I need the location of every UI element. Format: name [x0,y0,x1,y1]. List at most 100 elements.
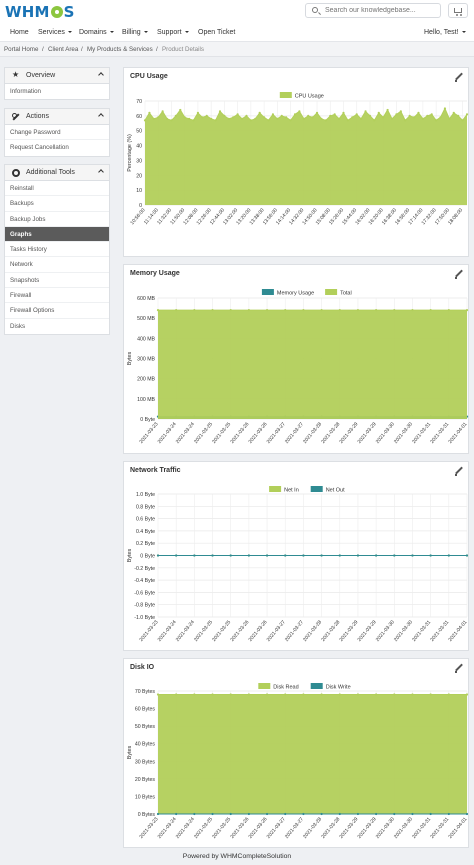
chevron-up-icon[interactable] [98,113,104,119]
data-point [218,110,222,113]
y-tick-label: 50 Bytes [135,724,156,730]
data-point [265,693,269,696]
data-point [165,117,169,120]
data-point [393,554,396,557]
data-point [375,309,378,312]
crumb-products[interactable]: My Products & Services [87,46,153,53]
memory-usage-chart: Memory Usage Total 0 Byte 100 MB 200 MB 300 M… [127,289,469,445]
sidebar-item-reinstall[interactable]: Reinstall [5,181,109,197]
data-point [429,554,432,557]
data-point [356,693,360,696]
legend-label: Net Out [326,488,345,494]
data-point [320,812,323,816]
data-point [170,119,173,122]
data-point [355,113,358,116]
data-point [411,812,414,816]
sidebar-item-snapshots[interactable]: Snapshots [5,273,109,289]
data-point [262,116,266,119]
crumb-client-area[interactable]: Client Area [48,46,79,53]
data-point [302,554,305,557]
legend-label: CPU Usage [295,94,324,100]
edit-icon[interactable] [455,73,464,82]
data-point [408,114,411,117]
y-tick-label: -0.8 Byte [134,603,155,609]
data-point [395,113,398,116]
data-point [247,554,250,557]
cogs-icon [12,169,20,177]
y-tick-label: -0.2 Byte [134,566,155,572]
data-point [382,116,385,119]
data-point [143,119,147,122]
sidebar-item-backups[interactable]: Backups [5,196,109,212]
overview-header[interactable]: ★ Overview [5,68,109,84]
data-point [324,119,327,122]
data-point [193,309,196,312]
nav-user-menu[interactable]: Hello, Test! [424,29,466,36]
data-point [429,693,432,696]
sidebar-item-graphs[interactable]: Graphs [5,226,109,243]
sidebar-item-firewall-options[interactable]: Firewall Options [5,303,109,319]
data-point [429,812,432,816]
cpu-usage-card: CPU Usage CPU Usage 0 10 20 30 40 50 60 70 Percen… [123,67,469,257]
network-traffic-card: Network Traffic Net In Net Out -1.0 Byte -0… [123,461,469,651]
knowledgebase-search[interactable] [305,3,441,18]
legend-label: Net In [284,488,299,494]
sidebar-item-information[interactable]: Information [10,88,41,95]
chevron-up-icon[interactable] [98,169,104,175]
data-point [333,113,336,116]
y-tick-label: 60 Bytes [135,707,156,713]
chevron-up-icon[interactable] [98,72,104,78]
data-point [247,309,250,312]
sidebar-item-request-cancellation[interactable]: Request Cancellation [10,144,69,152]
data-point [289,119,292,122]
search-icon [312,7,318,13]
crumb-portal-home[interactable]: Portal Home [4,46,39,53]
series-area-cpu-usage [145,108,467,205]
data-point [249,119,252,122]
data-point [179,108,182,112]
y-tick-label: 10 Bytes [135,794,156,800]
cart-button[interactable] [448,3,468,18]
nav-domains[interactable]: Domains [79,29,114,36]
y-tick-label: 30 Bytes [135,759,156,765]
data-point [375,693,378,696]
edit-icon[interactable] [455,664,464,673]
sidebar-item-firewall[interactable]: Firewall [5,288,109,304]
nav-open-ticket[interactable]: Open Ticket [198,29,236,36]
y-tick-label: 0 Bytes [138,812,156,818]
star-icon: ★ [12,70,20,79]
cpu-usage-title: CPU Usage [130,73,168,80]
data-point [338,309,341,312]
x-tick-label: 2021-04-01 [447,619,468,643]
tools-title: Additional Tools [26,169,75,176]
data-point [174,114,177,117]
chevron-down-icon [143,31,148,34]
nav-services[interactable]: Services [38,29,72,36]
whmcs-logo[interactable]: WHM S [5,3,75,21]
y-tick-label: -0.6 Byte [134,590,155,596]
sidebar-item-tasks-history[interactable]: Tasks History [5,242,109,258]
data-point [320,117,323,120]
nav-support[interactable]: Support [157,29,189,36]
edit-icon[interactable] [455,467,464,476]
data-point [465,693,469,696]
sidebar-item-disks[interactable]: Disks [10,322,26,330]
data-point [211,812,214,816]
y-tick-label: 0 Byte [140,417,155,423]
actions-header[interactable]: Actions [5,109,109,125]
data-point [393,812,396,816]
data-point [245,114,248,117]
actions-title: Actions [26,113,49,120]
search-input[interactable] [325,5,437,16]
tools-header[interactable]: Additional Tools [5,165,109,181]
sidebar-item-backup-jobs[interactable]: Backup Jobs [5,212,109,227]
sidebar-item-change-password[interactable]: Change Password [5,125,109,141]
edit-icon[interactable] [455,270,464,279]
nav-billing[interactable]: Billing [122,29,148,36]
data-point [393,693,396,696]
sidebar-item-network[interactable]: Network [5,257,109,273]
nav-home[interactable]: Home [10,29,29,36]
y-tick-label: -0.4 Byte [134,578,155,584]
data-point [229,812,232,816]
y-axis-label: Bytes [127,548,133,562]
